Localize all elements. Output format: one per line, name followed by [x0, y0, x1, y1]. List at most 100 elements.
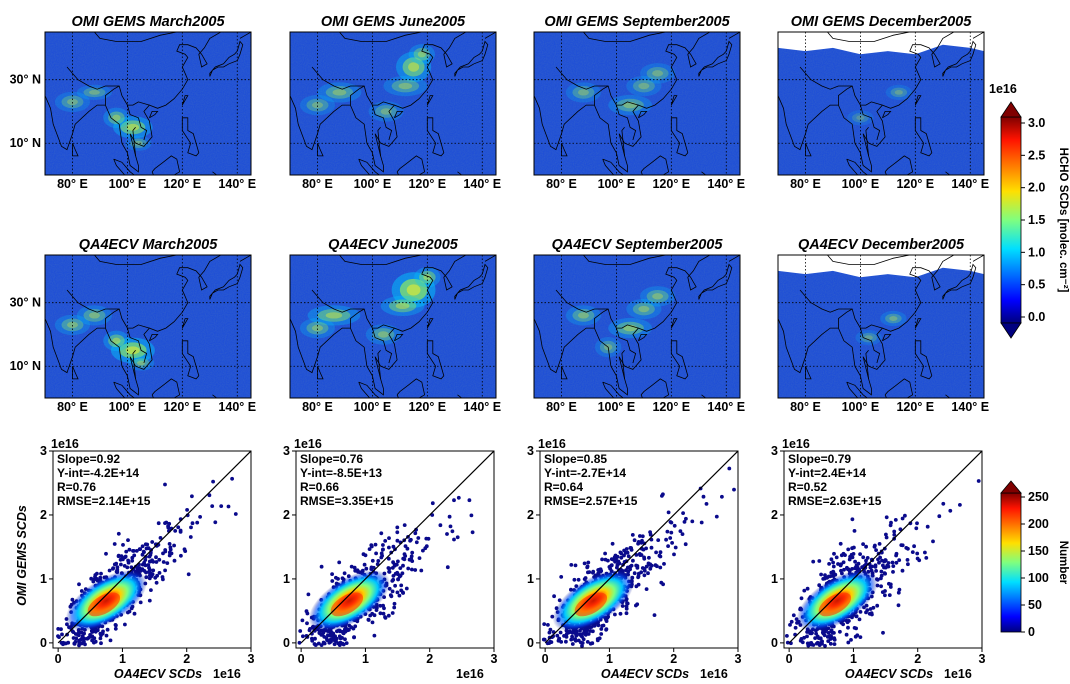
colorbar-tick-label: 2.0 — [1028, 181, 1045, 195]
scatter-point — [399, 588, 404, 593]
scatter-point — [666, 510, 671, 515]
scatter-point — [364, 566, 369, 571]
coastline — [105, 308, 120, 329]
x-tick-label: 0 — [55, 652, 62, 666]
scatter-point — [392, 563, 397, 568]
scatter-panel: 0 1 2 3 0 1 2 3 1e16 1e16 OA4ECV SCDs Slope=0.85Y-i… — [527, 437, 741, 681]
scatter-point — [300, 618, 305, 623]
scatter-point — [853, 559, 857, 564]
scatter-point — [869, 557, 874, 562]
y-tick-label: 2 — [771, 508, 778, 522]
colorbar-tick-label: 0.0 — [1028, 310, 1045, 324]
scatter-point — [79, 630, 84, 635]
scatter-point — [572, 637, 577, 642]
scatter-point — [169, 551, 174, 556]
coastline — [394, 111, 404, 119]
scatter-point — [161, 577, 165, 582]
hcho-hotspot — [54, 91, 91, 113]
scatter-point — [426, 536, 431, 541]
coastline — [583, 255, 666, 265]
colorbar-exponent: 1e16 — [989, 82, 1017, 96]
scatter-point — [149, 588, 153, 592]
scatter-point — [330, 572, 334, 576]
scatter-point — [56, 627, 61, 631]
hcho-hotspot — [88, 89, 100, 95]
scatter-point — [378, 611, 383, 616]
x-exponent: 1e16 — [456, 667, 484, 681]
scatter-point — [207, 493, 212, 498]
hcho-hotspot — [880, 310, 907, 327]
map-noise — [45, 255, 251, 398]
scatter-point — [805, 586, 810, 591]
coastline — [127, 327, 148, 364]
scatter-point — [421, 548, 425, 553]
scatter-point — [297, 640, 302, 645]
scatter-point — [390, 611, 395, 615]
scatter-point — [406, 566, 411, 571]
scatter-point — [857, 617, 862, 622]
scatter-point — [791, 613, 796, 618]
coastline — [454, 40, 489, 77]
scatter-point — [141, 549, 146, 554]
coastline — [290, 32, 467, 173]
scatter-point — [73, 639, 78, 644]
scatter-panel: 0 1 2 3 0 1 2 3 1e16 1e16 OA4ECV SCDs OMI GEMS SCDs… — [15, 437, 255, 681]
scatter-point — [852, 626, 857, 630]
scatter-point — [391, 574, 396, 578]
scatter-point — [352, 635, 356, 640]
scatter-point — [846, 640, 851, 645]
coastline — [640, 155, 670, 175]
scatter-point — [387, 536, 391, 540]
scatter-point — [841, 551, 846, 556]
scatter-point — [393, 583, 397, 588]
scatter-point — [327, 640, 332, 645]
scatter-point — [640, 534, 645, 539]
scatter-point — [140, 552, 145, 557]
lon-tick-label: 80° E — [302, 400, 333, 414]
scatter-point — [558, 630, 563, 635]
scatter-point — [77, 641, 82, 645]
scatter-point — [906, 562, 910, 567]
scatter-frame — [52, 450, 252, 649]
map-panel: QA4ECV September2005 80° E 100° E 120° E 140… — [533, 237, 745, 414]
y-tick-label: 0 — [283, 636, 290, 650]
scatter-point — [570, 642, 575, 646]
scatter-point — [310, 638, 315, 643]
scatter-point — [417, 556, 422, 560]
scatter-point — [378, 603, 383, 608]
scatter-point — [341, 642, 346, 647]
hcho-hotspot — [885, 84, 913, 101]
scatter-point — [888, 585, 893, 589]
scatter-point — [392, 605, 397, 610]
scatter-point — [672, 552, 676, 557]
scatter-point — [380, 547, 385, 552]
lon-tick-label: 120° E — [408, 400, 446, 414]
scatter-point — [875, 603, 880, 608]
coastline — [372, 327, 393, 364]
hcho-hotspot — [126, 346, 140, 355]
coastline — [778, 255, 955, 396]
map-title: OMI GEMS September2005 — [544, 14, 730, 30]
scatter-point — [576, 577, 581, 582]
coastline — [638, 111, 648, 119]
hcho-hotspot — [332, 89, 347, 96]
scatter-point — [654, 550, 658, 555]
scatter-point — [612, 555, 617, 560]
scatter-point — [785, 634, 789, 638]
stat-text: Y-int=-2.7E+14 — [544, 466, 626, 480]
coastline — [181, 95, 189, 106]
scatter-point — [629, 548, 634, 552]
scatter-point — [380, 553, 384, 558]
scatter-point — [595, 638, 600, 643]
colorbar-tick-label: 200 — [1028, 517, 1049, 531]
scatter-point — [423, 546, 428, 551]
scatter-point — [690, 519, 695, 524]
hcho-hotspot — [306, 321, 329, 335]
colorbar-tick-label: 150 — [1028, 544, 1049, 558]
coastline — [838, 85, 853, 106]
scatter-point — [402, 557, 407, 562]
scatter-point — [585, 628, 589, 633]
scatter-point — [344, 641, 349, 645]
scatter-point — [546, 623, 550, 627]
scatter-point — [157, 571, 162, 575]
